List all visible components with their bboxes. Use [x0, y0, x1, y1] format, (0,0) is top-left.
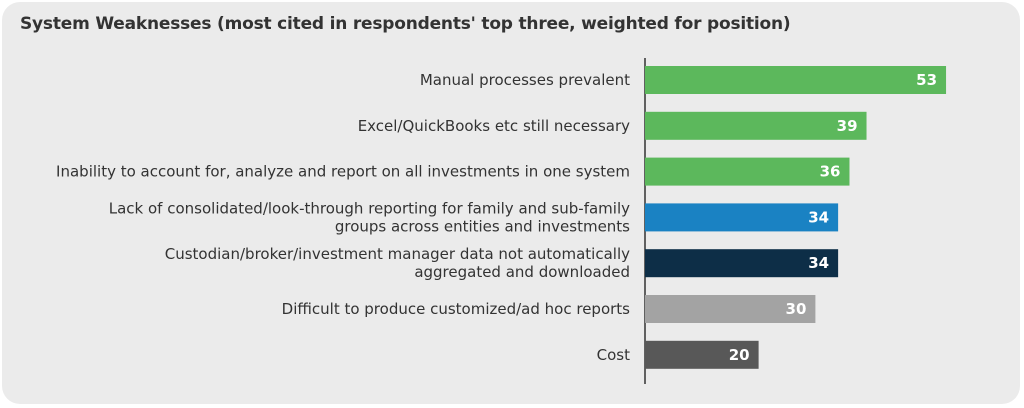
- bar: [645, 111, 867, 140]
- category-label-line: aggregated and downloaded: [414, 263, 630, 281]
- category-label: Inability to account for, analyze and re…: [56, 163, 630, 181]
- category-label-line: Excel/QuickBooks etc still necessary: [358, 117, 630, 135]
- bar-value-label: 36: [820, 163, 841, 181]
- category-label: Difficult to produce customized/ad hoc r…: [282, 300, 631, 318]
- bar-value-label: 30: [786, 300, 807, 318]
- category-label: Excel/QuickBooks etc still necessary: [358, 117, 630, 135]
- bar: [645, 340, 759, 369]
- chart-title: System Weaknesses (most cited in respond…: [20, 14, 791, 34]
- category-label-line: Lack of consolidated/look-through report…: [109, 199, 630, 217]
- category-label-line: Inability to account for, analyze and re…: [56, 163, 630, 181]
- category-label: Custodian/broker/investment manager data…: [165, 245, 630, 281]
- bar: [645, 295, 816, 323]
- bar: [645, 157, 850, 186]
- category-label-line: Manual processes prevalent: [420, 71, 630, 89]
- bar-value-label: 53: [916, 71, 937, 89]
- bar-value-label: 20: [729, 346, 750, 364]
- bar: [645, 203, 839, 232]
- bar-value-label: 34: [808, 208, 829, 226]
- category-label-line: Custodian/broker/investment manager data…: [165, 245, 630, 263]
- category-label-line: groups across entities and investments: [335, 217, 630, 235]
- bar: [645, 249, 839, 278]
- bar-value-label: 39: [837, 117, 858, 135]
- category-label: Manual processes prevalent: [420, 71, 630, 89]
- bar-value-label: 34: [808, 254, 829, 272]
- category-label: Cost: [597, 346, 630, 364]
- category-label-line: Difficult to produce customized/ad hoc r…: [282, 300, 631, 318]
- category-label-line: Cost: [597, 346, 630, 364]
- bar: [645, 66, 947, 94]
- category-label: Lack of consolidated/look-through report…: [109, 199, 630, 235]
